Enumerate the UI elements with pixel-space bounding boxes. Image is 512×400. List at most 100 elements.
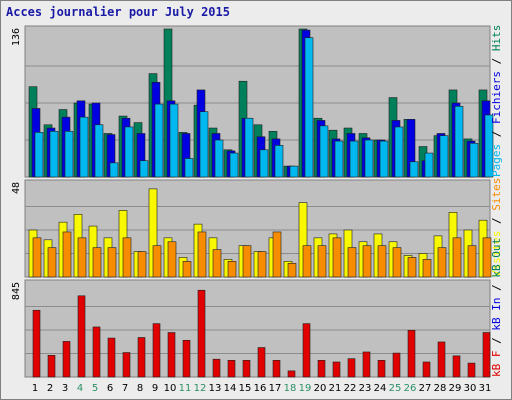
kb-bar-day-17 [272,360,281,378]
sites-bar-day-5 [92,247,102,278]
sites-bar-day-8 [137,251,147,278]
kb-bar-day-25 [392,352,401,378]
pages-bar-day-23 [364,139,374,178]
x-tick-day-16: 16 [254,383,267,394]
kb-bar-day-10 [167,332,176,378]
kb-bar-day-28 [437,341,446,378]
sites-bar-day-30 [467,245,477,278]
kb-bar-day-9 [152,323,161,378]
pages-bar-day-18 [289,165,299,178]
legend-sep: / [490,211,503,231]
y-max-tick-label: 845 [11,282,22,300]
sites-bar-day-18 [287,262,297,278]
kb-bar-day-11 [182,339,191,378]
pages-bar-day-16 [259,149,269,178]
chart-title: Acces journalier pour July 2015 [6,5,230,19]
x-tick-day-8: 8 [137,383,143,394]
kb-bar-day-18 [287,370,296,378]
pages-bar-day-14 [229,152,239,178]
x-tick-day-29: 29 [449,383,462,394]
pages-bar-day-29 [454,105,464,178]
kb-bar-day-20 [317,360,326,378]
pages-bar-day-24 [379,140,389,178]
pages-bar-day-22 [349,140,359,178]
panel-3-legend: kB F / kB In / kB Out [490,238,503,377]
pages-bar-day-7 [124,126,134,178]
x-tick-day-28: 28 [434,383,447,394]
x-tick-day-7: 7 [122,383,128,394]
x-tick-day-20: 20 [314,383,327,394]
x-tick-day-31: 31 [479,383,492,394]
sites-bar-day-12 [197,231,207,278]
kb-bar-day-5 [92,326,101,378]
pages-bar-day-3 [64,130,74,178]
kb-bar-day-19 [302,323,311,378]
sites-bar-day-14 [227,261,237,278]
kb-bar-day-22 [347,358,356,378]
sites-bar-day-1 [32,237,42,278]
sites-bar-day-21 [332,237,342,278]
kb-bar-day-2 [47,355,56,378]
sites-bar-day-4 [77,237,87,278]
x-tick-day-15: 15 [239,383,252,394]
legend-hits: Hits [490,25,503,52]
panel-2-legend: Visites / Sites [490,178,503,277]
sites-bar-day-29 [452,237,462,278]
x-tick-day-22: 22 [344,383,357,394]
kb-bar-day-13 [212,358,221,378]
pages-bar-day-6 [109,162,119,178]
pages-bar-day-10 [169,103,179,178]
x-tick-day-5: 5 [92,383,98,394]
sites-bar-day-17 [272,231,282,278]
pages-bar-day-26 [409,161,419,178]
sites-bar-day-28 [437,247,447,278]
pages-bar-day-20 [319,125,329,178]
pages-bar-day-27 [424,152,434,178]
legend-visits: Visites [490,231,503,277]
sites-bar-day-16 [257,251,267,278]
sites-bar-day-25 [392,247,402,278]
pages-bar-day-15 [244,117,254,178]
legend-sep1: / [490,124,503,144]
pages-bar-day-4 [79,116,89,178]
sites-bar-day-11 [182,261,192,278]
sites-bar-day-9 [152,245,162,278]
sites-bar-day-10 [167,241,177,278]
x-tick-day-13: 13 [209,383,222,394]
x-tick-day-17: 17 [269,383,282,394]
pages-bar-day-12 [199,111,209,178]
x-tick-day-24: 24 [374,383,387,394]
kb-bar-day-12 [197,289,206,378]
pages-bar-day-17 [274,145,284,178]
x-tick-day-27: 27 [419,383,432,394]
kb-bar-day-8 [137,337,146,378]
pages-bar-day-31 [484,114,494,178]
x-tick-day-10: 10 [164,383,177,394]
legend-kb_f: kB F [490,351,503,378]
x-tick-day-9: 9 [152,383,158,394]
x-tick-day-1: 1 [32,383,38,394]
pages-bar-day-25 [394,126,404,178]
pages-bar-day-30 [469,142,479,178]
kb-bar-day-30 [467,362,476,378]
pages-bar-day-9 [154,103,164,178]
x-tick-day-14: 14 [224,383,237,394]
sites-bar-day-7 [122,237,132,278]
sites-bar-day-20 [317,245,327,278]
kb-bar-day-3 [62,341,71,378]
kb-bar-day-1 [32,309,41,378]
x-tick-day-21: 21 [329,383,342,394]
pages-bar-day-19 [304,37,314,178]
pages-bar-day-28 [439,135,449,178]
pages-bar-day-1 [34,132,44,178]
x-tick-day-23: 23 [359,383,372,394]
sites-bar-day-13 [212,249,222,278]
panel-1-legend: Pages / Fichiers / Hits [490,25,503,177]
x-tick-day-11: 11 [179,383,192,394]
x-tick-day-12: 12 [194,383,207,394]
sites-bar-day-6 [107,247,117,278]
kb-bar-day-31 [482,332,491,378]
kb-bar-day-26 [407,329,416,378]
x-tick-day-30: 30 [464,383,477,394]
